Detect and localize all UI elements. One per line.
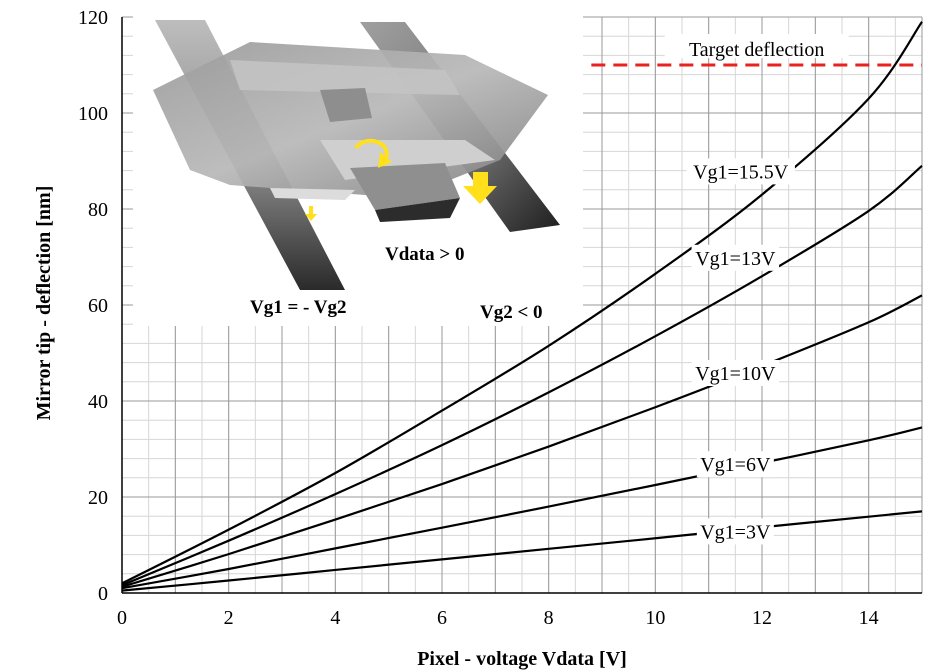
curve-label-background xyxy=(691,360,780,386)
rotation-arrow-head-icon xyxy=(378,152,392,168)
y-tick-label: 120 xyxy=(78,7,108,29)
vg1-label: Vg1 = - Vg2 xyxy=(250,297,347,318)
y-tick-label: 60 xyxy=(88,295,108,317)
x-tick-label: 4 xyxy=(330,607,340,629)
curve-label: Vg1=13V xyxy=(695,248,776,270)
curve-label-background xyxy=(696,518,774,545)
curve-vg1-13v xyxy=(121,164,923,587)
y-tick-label: 80 xyxy=(88,199,108,221)
x-tick-label: 6 xyxy=(437,607,447,629)
y-tick-label: 100 xyxy=(78,103,108,125)
target-deflection-label: Target deflection xyxy=(689,39,824,61)
electrode-plate xyxy=(350,163,460,210)
target-deflection-reference: Target deflection xyxy=(591,34,922,67)
curve-label-background xyxy=(691,244,780,271)
electrode-shadow xyxy=(375,198,460,222)
curve-labels: Vg1=3V Vg1=6V Vg1=10V Vg1=13V Vg1=15.5V xyxy=(686,158,795,545)
x-tick-label: 12 xyxy=(752,607,772,629)
landing-tip xyxy=(270,188,355,200)
curve-label: Vg1=3V xyxy=(700,521,771,543)
vg2-label: Vg2 < 0 xyxy=(480,302,543,323)
x-axis-title: Pixel - voltage Vdata [V] xyxy=(417,648,627,670)
curve-vg1-3v xyxy=(121,510,923,592)
mirror-device-illustration: Vdata > 0 Vg1 = - Vg2 Vg2 < 0 xyxy=(133,16,583,326)
deflection-curves xyxy=(121,21,923,592)
curve-label: Vg1=15.5V xyxy=(693,161,789,183)
plot-frame xyxy=(121,17,922,594)
curve-vg1-10v xyxy=(121,294,923,588)
y-axis-title: Mirror tip - deflection [nm] xyxy=(33,186,55,421)
x-tick-label: 2 xyxy=(224,607,234,629)
axis-tick-labels: 0 2 4 6 8 10 12 14 0 20 40 60 80 100 120 xyxy=(78,7,879,629)
x-tick-label: 8 xyxy=(544,607,554,629)
rotation-arrow-icon xyxy=(354,138,389,162)
y-tick-label: 20 xyxy=(88,487,108,509)
x-tick-label: 10 xyxy=(645,607,665,629)
down-arrow-large-icon xyxy=(463,172,497,204)
curve-label-background xyxy=(696,451,774,478)
mirror-top-face xyxy=(230,60,460,95)
curve-vg1-15-5v xyxy=(121,21,923,585)
y-tick-label: 40 xyxy=(88,391,108,413)
curve-vg1-6v xyxy=(121,426,923,590)
vdata-label: Vdata > 0 xyxy=(385,244,464,265)
curve-label: Vg1=10V xyxy=(695,363,776,385)
y-tick-label: 0 xyxy=(98,583,108,605)
x-tick-label: 14 xyxy=(859,607,879,629)
down-arrow-small-icon xyxy=(305,206,317,221)
x-tick-label: 0 xyxy=(117,607,127,629)
curve-label-background xyxy=(686,158,795,185)
curve-label: Vg1=6V xyxy=(700,454,771,476)
hinge-post xyxy=(320,88,372,122)
